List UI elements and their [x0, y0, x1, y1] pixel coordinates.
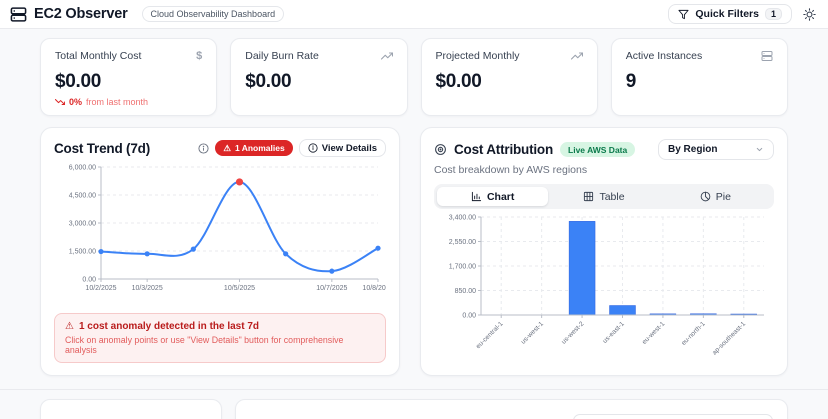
svg-text:10/8/2025: 10/8/2025	[362, 285, 386, 292]
panels-row: Cost Trend (7d) ⚠ 1 Anomalies	[40, 127, 788, 376]
server-icon	[761, 50, 773, 62]
svg-text:us-east-1: us-east-1	[602, 320, 627, 345]
target-icon	[434, 143, 447, 156]
svg-text:10/7/2025: 10/7/2025	[316, 285, 347, 292]
server-stack-logo-icon	[10, 6, 27, 23]
chevron-down-icon	[755, 145, 764, 154]
svg-text:eu-north-1: eu-north-1	[680, 320, 707, 347]
bar-chart-icon	[471, 191, 482, 202]
stats-row: Total Monthly Cost $ $0.00 0% from last …	[40, 38, 788, 116]
svg-text:10/5/2025: 10/5/2025	[224, 285, 255, 292]
main-content: Total Monthly Cost $ $0.00 0% from last …	[0, 29, 828, 419]
dollar-icon: $	[196, 50, 203, 62]
attribution-view-tabs: Chart Table Pie	[434, 184, 774, 209]
group-by-dropdown[interactable]: By Region	[658, 139, 774, 160]
cost-trend-panel: Cost Trend (7d) ⚠ 1 Anomalies	[40, 127, 400, 376]
anomalies-badge-label: 1 Anomalies	[234, 143, 285, 153]
trending-down-icon	[55, 97, 65, 107]
stat-value: $0.00	[435, 71, 482, 92]
svg-text:eu-central-1: eu-central-1	[475, 320, 505, 350]
anomalies-badge[interactable]: ⚠ 1 Anomalies	[215, 140, 293, 156]
stat-value: $0.00	[55, 71, 102, 92]
tab-pie-label: Pie	[715, 190, 731, 203]
cost-attribution-title: Cost Attribution	[454, 142, 554, 157]
stat-label: Total Monthly Cost	[55, 50, 142, 62]
stat-card-active-instances: Active Instances 9	[610, 38, 788, 116]
app-title: EC2 Observer	[34, 6, 128, 22]
warning-icon: ⚠	[65, 321, 74, 332]
stat-delta: 0% from last month	[55, 97, 202, 107]
svg-text:0.00: 0.00	[462, 313, 476, 320]
trending-up-icon	[570, 50, 583, 62]
svg-text:0.00: 0.00	[82, 277, 96, 284]
quick-filters-count-badge: 1	[764, 8, 782, 20]
filters-panel: Filters Expand All Collapse All ✕	[40, 399, 222, 419]
details-info-icon	[308, 143, 318, 153]
stat-value: 9	[625, 71, 637, 92]
anomaly-alert-title: 1 cost anomaly detected in the last 7d	[78, 321, 260, 332]
sun-icon	[803, 7, 816, 21]
stat-card-daily-burn-rate: Daily Burn Rate $0.00	[230, 38, 408, 116]
svg-text:3,400.00: 3,400.00	[449, 215, 476, 222]
svg-text:4,500.00: 4,500.00	[69, 193, 96, 200]
trending-up-icon	[380, 50, 393, 62]
table-icon	[583, 191, 594, 202]
warning-icon: ⚠	[223, 142, 231, 153]
delta-suffix: from last month	[86, 97, 149, 107]
search-instances-input[interactable]	[573, 413, 773, 419]
tab-table-label: Table	[599, 190, 625, 203]
cost-attribution-subtitle: Cost breakdown by AWS regions	[434, 164, 588, 176]
filter-icon	[678, 9, 689, 20]
stat-label: Active Instances	[625, 50, 703, 62]
group-by-value: By Region	[668, 144, 718, 155]
anomaly-alert: ⚠ 1 cost anomaly detected in the last 7d…	[54, 313, 386, 363]
svg-text:1,500.00: 1,500.00	[69, 249, 96, 256]
brand: EC2 Observer Cloud Observability Dashboa…	[10, 6, 285, 23]
cost-trend-title: Cost Trend (7d)	[54, 140, 151, 156]
svg-text:10/2/2025: 10/2/2025	[85, 285, 116, 292]
svg-text:850.00: 850.00	[455, 288, 477, 295]
stat-card-total-monthly-cost: Total Monthly Cost $ $0.00 0% from last …	[40, 38, 218, 116]
bottom-section: Filters Expand All Collapse All ✕ EC2 In…	[0, 389, 828, 419]
svg-text:3,000.00: 3,000.00	[69, 221, 96, 228]
stat-value: $0.00	[245, 71, 292, 92]
theme-toggle-button[interactable]	[801, 6, 818, 23]
anomaly-alert-subtitle: Click on anomaly points or use "View Det…	[65, 335, 344, 355]
stat-label: Daily Burn Rate	[245, 50, 319, 62]
stat-label: Projected Monthly	[435, 50, 520, 62]
ec2-instances-panel: EC2 Instances (9)	[235, 399, 788, 419]
stat-card-projected-monthly: Projected Monthly $0.00	[420, 38, 598, 116]
view-details-label: View Details	[321, 142, 377, 154]
tab-chart-label: Chart	[486, 190, 515, 203]
tab-chart[interactable]: Chart	[437, 187, 549, 206]
svg-text:ap-southeast-1: ap-southeast-1	[711, 320, 747, 356]
app-subtitle-badge: Cloud Observability Dashboard	[141, 6, 285, 22]
svg-text:eu-west-1: eu-west-1	[641, 320, 667, 346]
top-bar: EC2 Observer Cloud Observability Dashboa…	[0, 0, 828, 29]
svg-text:2,550.00: 2,550.00	[449, 239, 476, 246]
svg-text:6,000.00: 6,000.00	[69, 165, 96, 172]
live-data-badge: Live AWS Data	[560, 142, 636, 157]
quick-filters-button[interactable]: Quick Filters 1	[668, 4, 792, 24]
tab-pie[interactable]: Pie	[660, 187, 771, 206]
svg-text:us-west-2: us-west-2	[560, 320, 585, 345]
cost-trend-line-chart[interactable]: 0.00 1,500.00 3,000.00 4,500.00 6,000.00 10/2…	[54, 157, 394, 303]
tab-table[interactable]: Table	[548, 187, 659, 206]
delta-value: 0%	[69, 97, 83, 107]
info-icon[interactable]	[198, 142, 209, 154]
top-bar-actions: Quick Filters 1	[668, 4, 818, 24]
svg-text:1,700.00: 1,700.00	[449, 264, 476, 271]
view-details-button[interactable]: View Details	[298, 139, 386, 157]
quick-filters-label: Quick Filters	[695, 8, 759, 20]
pie-chart-icon	[700, 191, 711, 202]
cost-attribution-panel: Cost Attribution Live AWS Data By Region…	[420, 127, 788, 376]
svg-text:10/3/2025: 10/3/2025	[132, 285, 163, 292]
cost-attribution-bar-chart[interactable]: 0.00 850.00 1,700.00 2,550.00 3,400.00 eu-cen…	[434, 209, 772, 359]
svg-text:us-west-1: us-west-1	[520, 320, 545, 345]
